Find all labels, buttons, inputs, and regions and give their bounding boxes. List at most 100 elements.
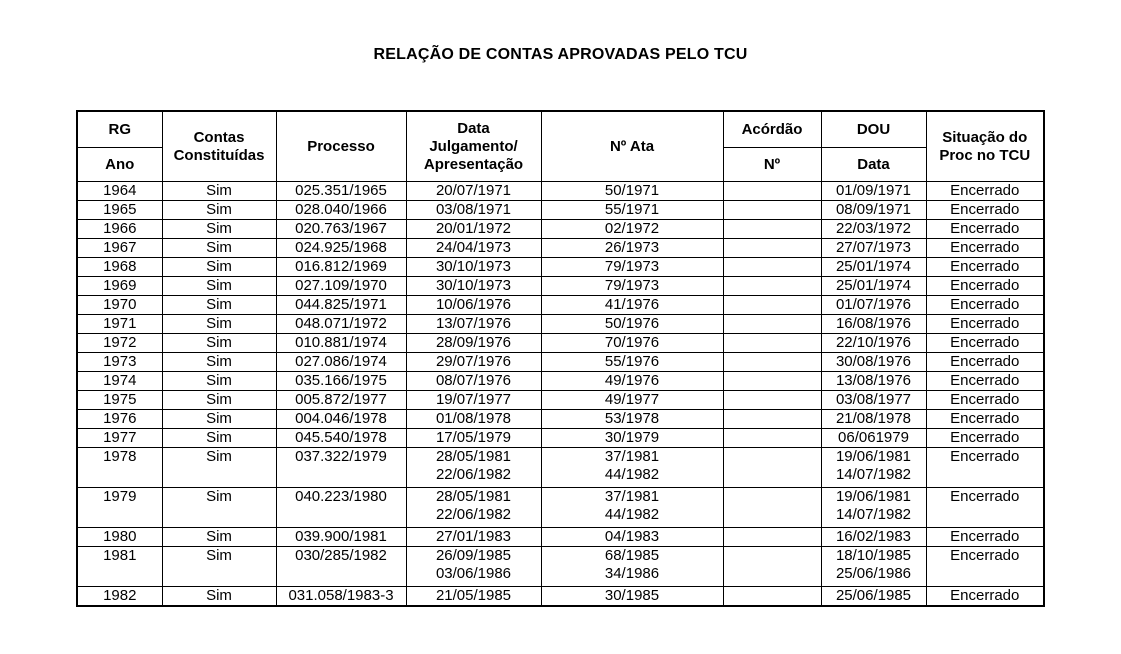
cell-line: Encerrado	[950, 429, 1020, 447]
cell-line: 22/03/1972	[835, 220, 912, 238]
header-data-julgamento-line-1: Data	[457, 119, 490, 137]
cell-situacao: Encerrado	[925, 546, 1045, 587]
cell-line: 1982	[103, 587, 137, 604]
cell-acordao-num	[722, 238, 822, 258]
cell-situacao: Encerrado	[925, 487, 1045, 528]
cell-num-ata: 79/1973	[540, 276, 724, 296]
header-acordao-num: Nº	[722, 147, 822, 182]
cell-dou-data: 25/01/1974	[820, 257, 927, 277]
cell-line: 22/10/1976	[835, 334, 912, 352]
cell-line: Sim	[206, 315, 232, 333]
cell-data-julgamento: 28/05/1981 22/06/1982	[405, 447, 542, 488]
cell-acordao-num	[722, 487, 822, 528]
cell-line	[724, 529, 820, 546]
header-situacao: Situação do Proc no TCU	[925, 110, 1045, 182]
cell-acordao-num	[722, 527, 822, 547]
cell-line: Sim	[206, 410, 232, 428]
cell-processo: 044.825/1971	[275, 295, 407, 315]
cell-acordao-num	[722, 276, 822, 296]
cell-contas-constituidas: Sim	[161, 390, 277, 410]
cell-data-julgamento: 08/07/1976	[405, 371, 542, 391]
cell-data-julgamento: 29/07/1976	[405, 352, 542, 372]
cell-processo: 027.086/1974	[275, 352, 407, 372]
cell-line: 25/01/1974	[835, 258, 912, 276]
cell-line: 25/01/1974	[835, 277, 912, 295]
cell-line: 16/08/1976	[835, 315, 912, 333]
cell-line	[724, 259, 820, 276]
cell-num-ata: 30/1985	[540, 586, 724, 607]
cell-line: Sim	[206, 296, 232, 314]
cell-line: 28/05/1981	[435, 488, 512, 506]
header-acordao: Acórdão	[722, 110, 822, 148]
cell-data-julgamento: 20/07/1971	[405, 181, 542, 201]
cell-dou-data: 25/01/1974	[820, 276, 927, 296]
cell-line: Sim	[206, 239, 232, 257]
table-row: 1969 Sim 027.109/1970 30/10/1973 79/1973 25/0…	[76, 276, 1045, 296]
cell-line: 19/06/1981	[835, 448, 912, 466]
cell-acordao-num	[722, 447, 822, 488]
cell-acordao-num	[722, 390, 822, 410]
cell-line: 29/07/1976	[435, 353, 512, 371]
cell-contas-constituidas: Sim	[161, 257, 277, 277]
cell-line: Encerrado	[950, 372, 1020, 390]
table-row: 1966 Sim 020.763/1967 20/01/1972 02/1972 22/0…	[76, 219, 1045, 239]
cell-ano: 1966	[76, 219, 163, 239]
cell-ano: 1981	[76, 546, 163, 587]
cell-num-ata: 79/1973	[540, 257, 724, 277]
cell-line: 1965	[103, 201, 137, 219]
cell-line: Encerrado	[950, 334, 1020, 352]
cell-line: Encerrado	[950, 528, 1020, 546]
cell-line: 79/1973	[604, 258, 660, 276]
cell-ano: 1980	[76, 527, 163, 547]
cell-line	[724, 587, 820, 605]
cell-line: 04/1983	[604, 528, 660, 546]
cell-line: 50/1976	[604, 315, 660, 333]
header-contas-constituidas: Contas Constituídas	[161, 110, 277, 182]
cell-line	[724, 316, 820, 333]
cell-ano: 1971	[76, 314, 163, 334]
cell-acordao-num	[722, 586, 822, 607]
cell-line: 1977	[103, 429, 137, 447]
cell-situacao: Encerrado	[925, 295, 1045, 315]
cell-line	[724, 354, 820, 371]
cell-line: 27/07/1973	[835, 239, 912, 257]
cell-data-julgamento: 21/05/1985	[405, 586, 542, 607]
cell-data-julgamento: 26/09/1985 03/06/1986	[405, 546, 542, 587]
cell-line: 028.040/1966	[295, 201, 387, 219]
cell-situacao: Encerrado	[925, 409, 1045, 429]
cell-data-julgamento: 10/06/1976	[405, 295, 542, 315]
cell-ano: 1977	[76, 428, 163, 448]
cell-line: Sim	[206, 429, 232, 447]
cell-data-julgamento: 28/05/1981 22/06/1982	[405, 487, 542, 528]
cell-acordao-num	[722, 181, 822, 201]
cell-data-julgamento: 13/07/1976	[405, 314, 542, 334]
cell-line: Encerrado	[950, 587, 1020, 604]
cell-data-julgamento: 28/09/1976	[405, 333, 542, 353]
cell-line: 1964	[103, 182, 137, 200]
cell-line: 027.086/1974	[295, 353, 387, 371]
cell-line: 53/1978	[604, 410, 660, 428]
cell-line: 039.900/1981	[295, 528, 387, 546]
cell-ano: 1970	[76, 295, 163, 315]
cell-line: 25/06/1986	[835, 565, 912, 582]
cell-ano: 1975	[76, 390, 163, 410]
header-data-julgamento-line-2: Julgamento/	[429, 137, 518, 155]
table-row: 1977 Sim 045.540/1978 17/05/1979 30/1979 06/0…	[76, 428, 1045, 448]
cell-contas-constituidas: Sim	[161, 314, 277, 334]
cell-num-ata: 50/1976	[540, 314, 724, 334]
cell-dou-data: 21/08/1978	[820, 409, 927, 429]
cell-num-ata: 53/1978	[540, 409, 724, 429]
cell-line: 1981	[103, 547, 137, 565]
cell-situacao: Encerrado	[925, 314, 1045, 334]
cell-line: 027.109/1970	[295, 277, 387, 295]
cell-data-julgamento: 19/07/1977	[405, 390, 542, 410]
cell-line: Encerrado	[950, 488, 1020, 506]
cell-line: 10/06/1976	[435, 296, 512, 314]
cell-line	[724, 373, 820, 390]
cell-acordao-num	[722, 257, 822, 277]
cell-acordao-num	[722, 352, 822, 372]
cell-situacao: Encerrado	[925, 428, 1045, 448]
table-row: 1972 Sim 010.881/1974 28/09/1976 70/1976 22/1…	[76, 333, 1045, 353]
cell-dou-data: 13/08/1976	[820, 371, 927, 391]
cell-num-ata: 41/1976	[540, 295, 724, 315]
